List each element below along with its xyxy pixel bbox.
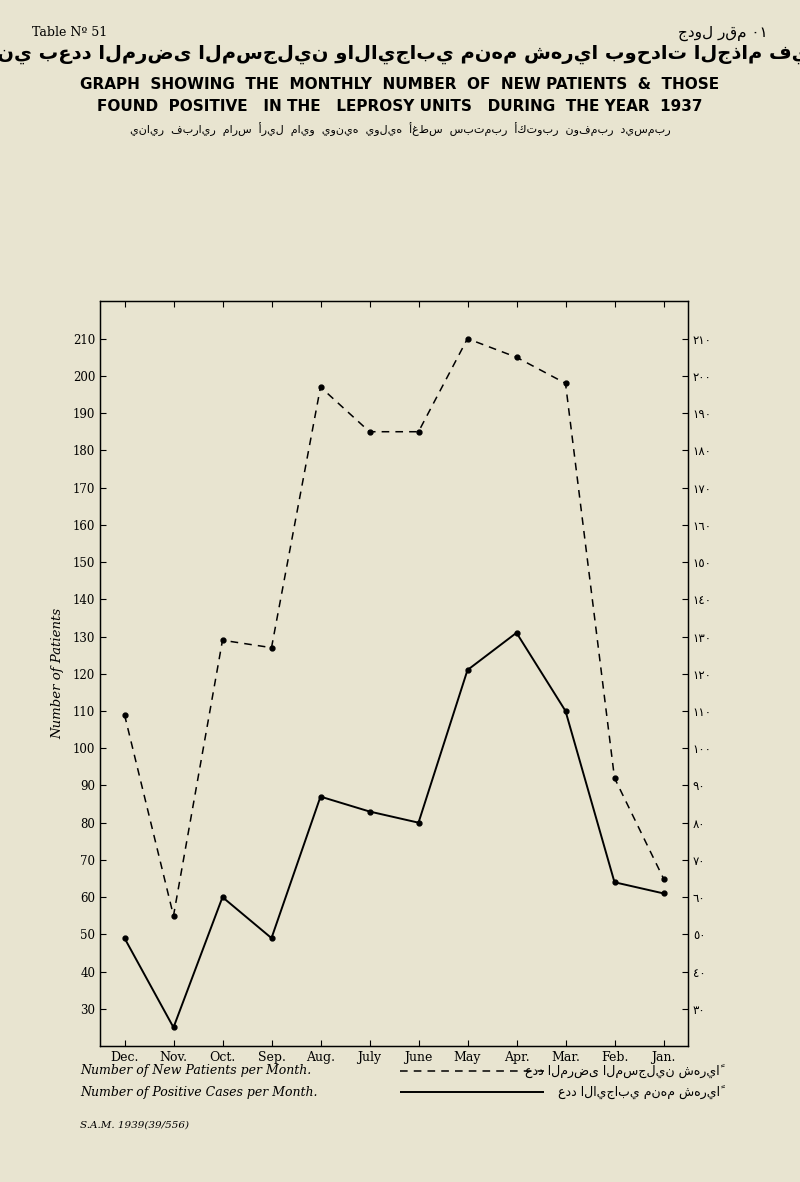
Text: Table Nº 51: Table Nº 51 [32, 26, 107, 39]
Text: Number of New Patients per Month.: Number of New Patients per Month. [80, 1065, 311, 1077]
Text: عدد الايجابي منهم شهرياً: عدد الايجابي منهم شهرياً [558, 1085, 720, 1099]
Text: S.A.M. 1939(39/556): S.A.M. 1939(39/556) [80, 1121, 189, 1130]
Text: GRAPH  SHOWING  THE  MONTHLY  NUMBER  OF  NEW PATIENTS  &  THOSE: GRAPH SHOWING THE MONTHLY NUMBER OF NEW … [81, 77, 719, 92]
Text: FOUND  POSITIVE   IN THE   LEPROSY UNITS   DURING  THE YEAR  1937: FOUND POSITIVE IN THE LEPROSY UNITS DURI… [98, 99, 702, 115]
Text: رسم بياني بعدد المرضى المسجلين والايجابي منهم شهريا بوحدات الجذام في عام ١٩٣٧: رسم بياني بعدد المرضى المسجلين والايجابي… [0, 45, 800, 64]
Text: Number of Positive Cases per Month.: Number of Positive Cases per Month. [80, 1086, 318, 1098]
Text: يناير  فبراير  مارس  أريل  مايو  يونيه  يوليه  أغطس  سبتمبر  أكتوبر  نوفمبر  ديس: يناير فبراير مارس أريل مايو يونيه يوليه … [130, 122, 670, 136]
Y-axis label: Number of Patients: Number of Patients [51, 609, 65, 739]
Text: جدول رقم ٠١: جدول رقم ٠١ [678, 26, 768, 41]
Text: عدد المرضى المسجلين شهرياً: عدد المرضى المسجلين شهرياً [526, 1064, 720, 1078]
